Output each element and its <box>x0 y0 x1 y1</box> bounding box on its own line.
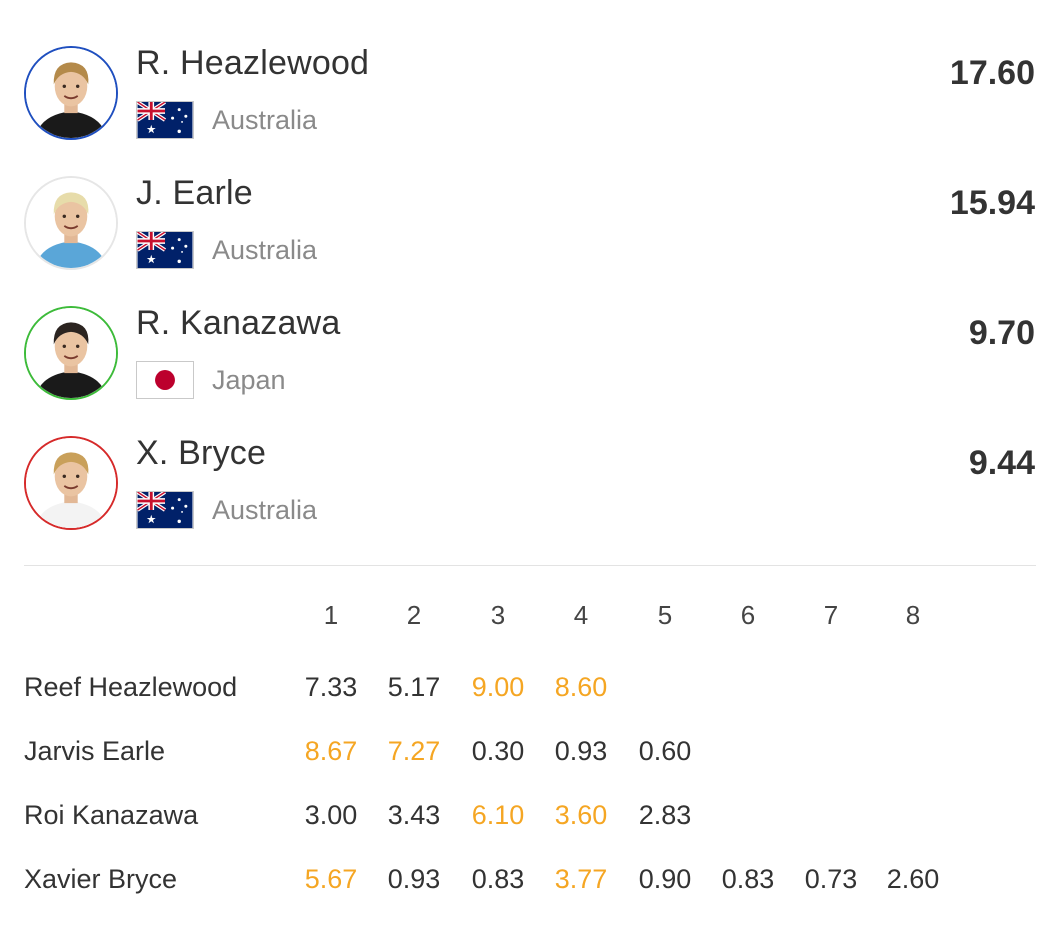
heat-total-score: 9.70 <box>968 314 1035 352</box>
wave-score: 3.43 <box>387 800 441 830</box>
wave-row-athlete-name: Xavier Bryce <box>24 864 178 894</box>
heat-total-score: 17.60 <box>949 54 1035 92</box>
athlete-row[interactable]: R. Kanazawa Japan 9.70 <box>0 292 1062 422</box>
counting-wave-score: 6.10 <box>471 800 525 830</box>
athlete-name: R. Heazlewood <box>136 44 370 82</box>
australia-flag-icon <box>136 231 194 269</box>
wave-score: 0.90 <box>638 864 692 894</box>
wave-score: 0.93 <box>387 864 441 894</box>
wave-score: 0.30 <box>471 736 525 766</box>
wave-number-header: 4 <box>573 600 589 630</box>
athlete-row[interactable]: X. Bryce Australia 9.44 <box>0 422 1062 552</box>
athlete-name: X. Bryce <box>136 434 267 472</box>
athlete-row[interactable]: R. Heazlewood Australia 17.60 <box>0 32 1062 162</box>
avatar <box>24 306 118 400</box>
counting-wave-score: 8.60 <box>554 672 608 702</box>
wave-number-header: 5 <box>657 600 673 630</box>
athlete-country: Australia <box>212 235 318 265</box>
divider <box>24 565 1036 566</box>
wave-score: 2.60 <box>886 864 940 894</box>
japan-flag-icon <box>136 361 194 399</box>
wave-score: 7.33 <box>304 672 358 702</box>
australia-flag-icon <box>136 101 194 139</box>
wave-number-header: 6 <box>740 600 756 630</box>
counting-wave-score: 9.00 <box>471 672 525 702</box>
counting-wave-score: 3.60 <box>554 800 608 830</box>
wave-score: 0.83 <box>471 864 525 894</box>
counting-wave-score: 7.27 <box>387 736 441 766</box>
wave-row-athlete-name: Roi Kanazawa <box>24 800 199 830</box>
counting-wave-score: 3.77 <box>554 864 608 894</box>
wave-score: 0.73 <box>804 864 858 894</box>
wave-score: 0.93 <box>554 736 608 766</box>
athlete-country: Japan <box>212 365 286 395</box>
heat-total-score: 9.44 <box>968 444 1035 482</box>
athlete-country: Australia <box>212 105 318 135</box>
wave-score: 0.83 <box>721 864 775 894</box>
wave-number-header: 8 <box>905 600 921 630</box>
wave-number-header: 2 <box>406 600 422 630</box>
heat-total-score: 15.94 <box>949 184 1035 222</box>
wave-row-athlete-name: Reef Heazlewood <box>24 672 238 702</box>
australia-flag-icon <box>136 491 194 529</box>
counting-wave-score: 8.67 <box>304 736 358 766</box>
athlete-name: J. Earle <box>136 174 253 212</box>
wave-row-athlete-name: Jarvis Earle <box>24 736 166 766</box>
avatar <box>24 46 118 140</box>
wave-number-header: 3 <box>490 600 506 630</box>
avatar <box>24 176 118 270</box>
wave-score: 2.83 <box>638 800 692 830</box>
wave-score: 5.17 <box>387 672 441 702</box>
wave-score: 0.60 <box>638 736 692 766</box>
athlete-name: R. Kanazawa <box>136 304 341 342</box>
counting-wave-score: 5.67 <box>304 864 358 894</box>
athlete-row[interactable]: J. Earle Australia 15.94 <box>0 162 1062 292</box>
wave-score: 3.00 <box>304 800 358 830</box>
athlete-country: Australia <box>212 495 318 525</box>
wave-number-header: 1 <box>323 600 339 630</box>
wave-number-header: 7 <box>823 600 839 630</box>
avatar <box>24 436 118 530</box>
